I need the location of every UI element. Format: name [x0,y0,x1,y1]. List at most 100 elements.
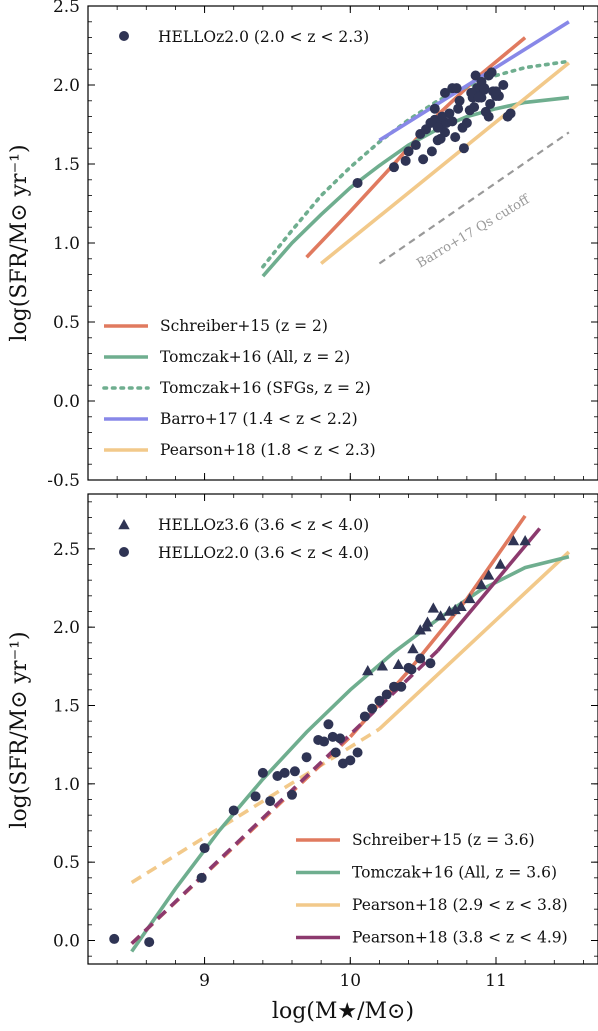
series-line-pearson-18-3-8-z-4-9 [436,527,542,652]
data-point-hellozd2 [447,116,458,127]
data-point-hellozd2 [425,658,436,669]
bot-xtick-label: 10 [339,971,361,991]
data-point-hellozd2 [466,87,477,98]
data-point-hellozd2 [486,67,497,78]
data-point-hellozd2 [352,177,363,188]
legend-label: HELLOz2.0 (3.6 < z < 4.0) [158,544,369,562]
legend-label: Barro+17 (1.4 < z < 2.2) [160,410,358,428]
data-point-hellozd2 [265,796,276,807]
legend-label: Tomczak+16 (All, z = 3.6) [352,864,557,882]
data-point-hellozd2 [470,70,481,81]
bottom-legend-lines: Schreiber+15 (z = 3.6) Tomczak+16 (All, z… [296,831,568,947]
data-point-hellozd2 [432,122,443,133]
legend-marker-circle [119,547,129,557]
data-point-hellozd36 [420,621,432,632]
top-ytick-label: 1.5 [53,155,80,175]
data-point-hellozd2 [491,86,501,97]
data-point-hellozd2 [454,95,465,106]
legend-label: Schreiber+15 (z = 3.6) [352,831,535,849]
data-point-hellozd2 [367,703,378,714]
series-line-barro-17-1-4-z-2-2 [378,20,570,142]
data-point-hellozd2 [381,689,392,700]
data-point-hellozd2 [435,133,446,144]
top-legend-markers: HELLOz2.0 (2.0 < z < 2.3) [119,28,369,46]
data-point-hellozd36 [494,558,507,569]
data-point-hellozd2 [451,83,462,94]
bottom-panel-frame [87,493,598,965]
data-point-hellozd2 [461,117,472,128]
series-line-pearson-18-2-9-z-3-8-dashed-ext [130,727,381,885]
data-point-hellozd36 [464,592,476,604]
top-ytick-label: 0.0 [53,392,80,412]
legend-label: Pearson+18 (1.8 < z < 2.3) [160,441,376,459]
bot-ytick-label: 1.0 [53,775,80,795]
data-point-hellozd2 [418,154,429,165]
data-point-hellozd2 [257,767,268,778]
legend-marker-circle [119,31,129,41]
data-point-hellozd2 [345,755,356,766]
data-point-hellozd36 [519,535,531,546]
data-point-hellozd36 [507,535,520,546]
top-plot-area [261,20,571,278]
top-y-axis-label: log(SFR/M⊙ yr⁻¹) [7,144,32,341]
legend-label: Tomczak+16 (SFGs, z = 2) [160,379,371,397]
bottom-panel: 0.0 0.5 1.0 1.5 2.0 2.5 9 10 11 log(SFR/M⊙ yr⁻¹)… [7,493,598,1024]
bot-ytick-label: 2.0 [53,618,80,638]
data-point-hellozd36 [434,610,447,621]
data-point-hellozd36 [449,603,461,615]
data-point-hellozd2 [250,791,261,802]
data-point-hellozd36 [455,600,467,611]
data-point-hellozd2 [109,933,120,944]
bot-ytick-label: 1.5 [53,697,80,717]
data-point-hellozd2 [473,92,484,103]
data-point-hellozd2 [429,103,440,114]
top-panel: -0.50.00.51.01.52.02.5 log(SFR/M⊙ yr⁻¹) … [7,0,598,491]
series-line-tomczak-16-sfgs-z-2 [261,59,571,269]
data-point-hellozd2 [485,98,496,109]
data-point-hellozd2 [199,843,210,854]
legend-label: HELLOz2.0 (2.0 < z < 2.3) [158,28,369,46]
bot-ytick-label: 2.5 [53,540,80,560]
bottom-plot-area [109,514,571,953]
series-line-pearson-18-1-8-z-2-3 [319,61,571,265]
series-line-barro-17-qs-cutoff [378,131,570,265]
bot-xtick-label: 9 [199,971,210,991]
data-point-hellozd2 [144,937,155,948]
data-point-hellozd36 [407,643,419,654]
data-point-hellozd2 [374,695,385,706]
data-point-hellozd2 [453,103,464,114]
series-line-tomczak-16-all-z-3-6 [130,554,570,953]
legend-marker-triangle [118,519,130,530]
data-point-hellozd2 [301,752,312,763]
data-point-hellozd2 [458,143,469,154]
top-ytick-label: 0.5 [53,313,80,333]
legend-label: Schreiber+15 (z = 2) [160,317,328,335]
data-point-hellozd2 [196,872,207,883]
data-point-hellozd36 [427,602,440,613]
barro-qs-cutoff-annotation: Barro+17 Qs cutoff [414,191,533,271]
data-point-hellozd2 [469,102,480,113]
series-line-pearson-18-2-9-z-3-8 [378,550,571,731]
data-point-hellozd2 [289,766,300,777]
data-point-hellozd2 [498,80,509,90]
data-point-hellozd2 [505,108,516,119]
data-point-hellozd2 [415,653,426,664]
legend-label: Pearson+18 (2.9 < z < 3.8) [352,896,568,914]
legend-label: HELLOz3.6 (3.6 < z < 4.0) [158,516,369,534]
top-axis-ticks: -0.5 0.0 0.5 1.0 1.5 2.0 2.5 [47,0,598,491]
data-point-hellozd2 [437,111,448,122]
data-point-hellozd36 [392,658,405,669]
data-point-hellozd36 [362,665,374,676]
data-point-hellozd2 [400,155,411,166]
data-point-hellozd2 [406,664,417,675]
data-point-hellozd2 [403,146,414,157]
legend-label: Tomczak+16 (All, z = 2) [160,348,350,366]
data-point-hellozd36 [376,660,389,671]
data-point-hellozd2 [389,681,399,692]
data-point-hellozd2 [396,681,407,692]
data-point-hellozd36 [483,569,495,580]
top-panel-frame [87,5,598,481]
data-point-hellozd2 [450,132,461,143]
data-point-hellozd2 [479,83,490,94]
